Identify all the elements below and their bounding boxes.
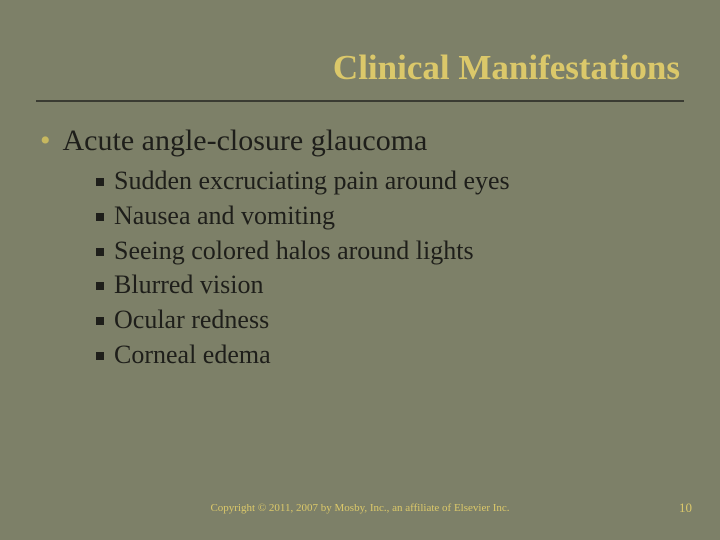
square-bullet-icon <box>96 213 104 221</box>
sub-bullet-text: Blurred vision <box>114 268 264 302</box>
footer: Copyright © 2011, 2007 by Mosby, Inc., a… <box>0 498 720 516</box>
slide: Clinical Manifestations • Acute angle-cl… <box>0 0 720 540</box>
sub-bullet-text: Nausea and vomiting <box>114 199 335 233</box>
list-item: Corneal edema <box>96 338 680 372</box>
title-block: Clinical Manifestations <box>0 0 720 94</box>
sub-bullet-text: Sudden excruciating pain around eyes <box>114 164 510 198</box>
main-bullet: • Acute angle-closure glaucoma <box>40 124 680 158</box>
square-bullet-icon <box>96 352 104 360</box>
square-bullet-icon <box>96 248 104 256</box>
list-item: Nausea and vomiting <box>96 199 680 233</box>
square-bullet-icon <box>96 282 104 290</box>
sub-bullet-list: Sudden excruciating pain around eyes Nau… <box>96 164 680 372</box>
sub-bullet-text: Ocular redness <box>114 303 269 337</box>
square-bullet-icon <box>96 178 104 186</box>
bullet-marker-icon: • <box>40 126 51 156</box>
list-item: Seeing colored halos around lights <box>96 234 680 268</box>
list-item: Sudden excruciating pain around eyes <box>96 164 680 198</box>
page-number: 10 <box>679 500 692 516</box>
main-bullet-text: Acute angle-closure glaucoma <box>63 124 428 158</box>
square-bullet-icon <box>96 317 104 325</box>
list-item: Blurred vision <box>96 268 680 302</box>
sub-bullet-text: Corneal edema <box>114 338 271 372</box>
sub-bullet-text: Seeing colored halos around lights <box>114 234 474 268</box>
list-item: Ocular redness <box>96 303 680 337</box>
slide-title: Clinical Manifestations <box>0 48 680 88</box>
content-area: • Acute angle-closure glaucoma Sudden ex… <box>0 102 720 372</box>
copyright-text: Copyright © 2011, 2007 by Mosby, Inc., a… <box>210 502 509 514</box>
